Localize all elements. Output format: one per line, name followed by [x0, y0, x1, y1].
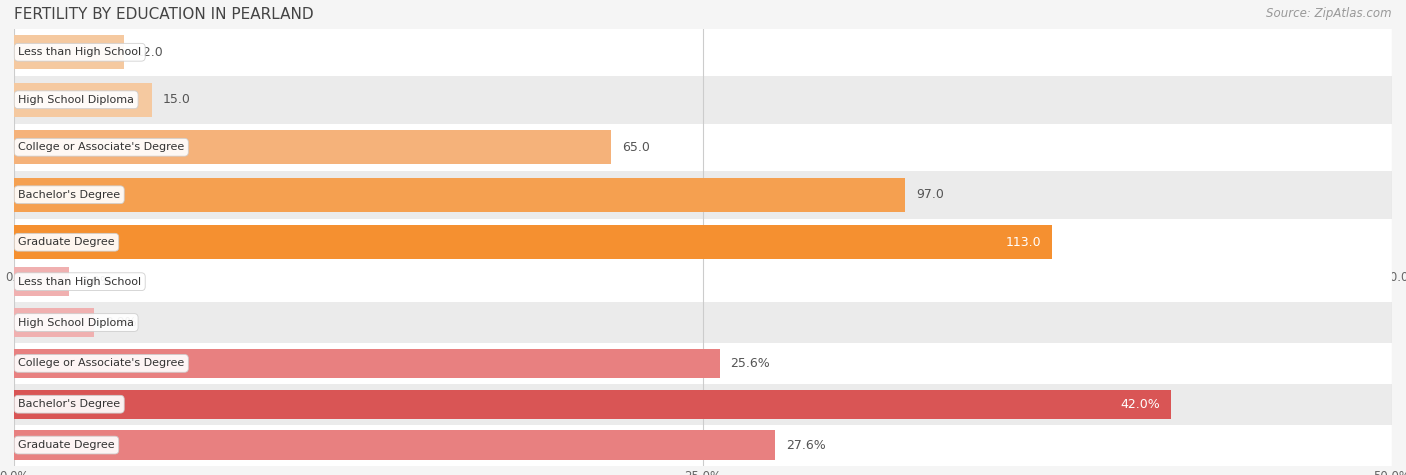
Text: 65.0: 65.0: [623, 141, 650, 154]
Text: High School Diploma: High School Diploma: [18, 95, 134, 105]
Bar: [14, 343, 1392, 384]
Bar: [14, 384, 1392, 425]
Bar: [14, 76, 1392, 124]
Text: FERTILITY BY EDUCATION IN PEARLAND: FERTILITY BY EDUCATION IN PEARLAND: [14, 7, 314, 22]
Text: College or Associate's Degree: College or Associate's Degree: [18, 358, 184, 369]
Text: 25.6%: 25.6%: [731, 357, 770, 370]
Bar: [14, 225, 1052, 259]
Text: 2.0%: 2.0%: [80, 275, 112, 288]
Text: 27.6%: 27.6%: [786, 438, 825, 452]
Text: Less than High School: Less than High School: [18, 47, 142, 57]
Bar: [14, 178, 905, 212]
Text: College or Associate's Degree: College or Associate's Degree: [18, 142, 184, 152]
Text: 2.9%: 2.9%: [105, 316, 136, 329]
Bar: [14, 425, 1392, 466]
Bar: [14, 171, 1392, 218]
Text: Graduate Degree: Graduate Degree: [18, 440, 115, 450]
Text: Bachelor's Degree: Bachelor's Degree: [18, 190, 121, 200]
Bar: [14, 430, 775, 460]
Bar: [14, 124, 1392, 171]
Bar: [14, 28, 1392, 76]
Bar: [14, 302, 1392, 343]
Text: High School Diploma: High School Diploma: [18, 317, 134, 328]
Text: Source: ZipAtlas.com: Source: ZipAtlas.com: [1267, 7, 1392, 20]
Bar: [14, 130, 612, 164]
Bar: [14, 308, 94, 337]
Text: Bachelor's Degree: Bachelor's Degree: [18, 399, 121, 409]
Text: 42.0%: 42.0%: [1121, 398, 1160, 411]
Bar: [14, 35, 124, 69]
Bar: [14, 83, 152, 117]
Bar: [14, 261, 1392, 302]
Text: 12.0: 12.0: [135, 46, 163, 59]
Bar: [14, 218, 1392, 266]
Bar: [14, 390, 1171, 419]
Text: 15.0: 15.0: [163, 93, 191, 106]
Bar: [14, 349, 720, 378]
Text: 97.0: 97.0: [917, 188, 943, 201]
Text: 113.0: 113.0: [1005, 236, 1040, 249]
Text: Graduate Degree: Graduate Degree: [18, 237, 115, 247]
Text: Less than High School: Less than High School: [18, 276, 142, 287]
Bar: [14, 267, 69, 296]
